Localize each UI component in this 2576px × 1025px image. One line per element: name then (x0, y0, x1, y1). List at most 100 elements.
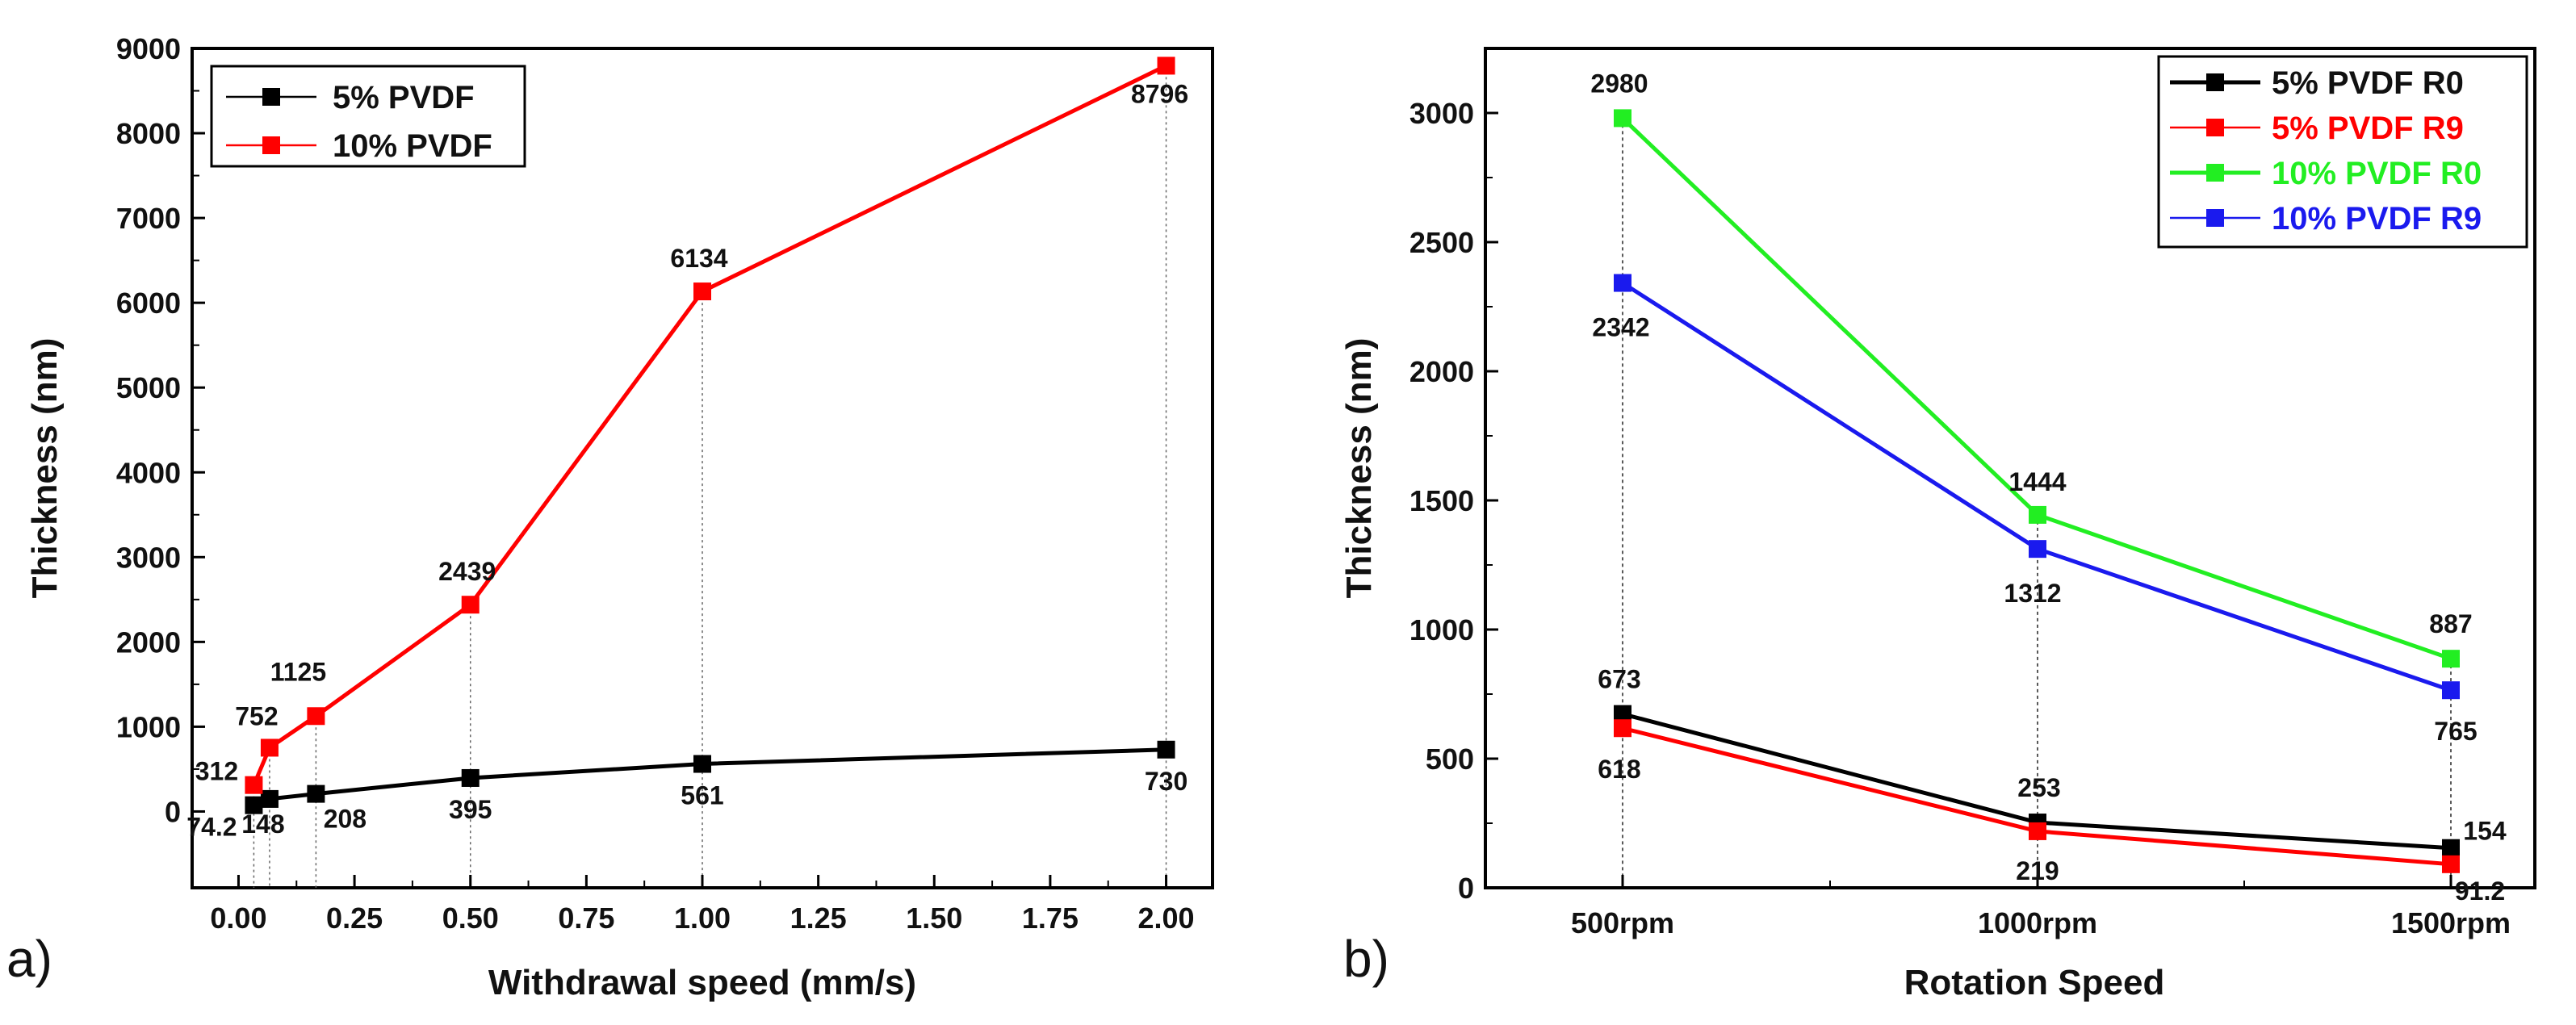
x-tick-label-a-0: 0.00 (210, 902, 266, 935)
marker-a-10-pvdf-5 (1157, 56, 1175, 75)
data-label-a-5-pvdf-2: 208 (324, 805, 367, 834)
x-tick-label-b-2: 1500rpm (2391, 906, 2511, 939)
legend-marker-a-10-pvdf (262, 136, 280, 154)
data-label-a-5-pvdf-3: 395 (449, 795, 492, 824)
data-label-b-10-pvdf-r9-2: 765 (2434, 717, 2477, 746)
panel-a: 0.00 0.25 0.50 0.75 1.00 1.25 1.50 1.75 2.00 0 100… (6, 32, 1214, 1002)
marker-a-10-pvdf-2 (307, 707, 325, 726)
marker-a-5-pvdf-5 (1157, 740, 1175, 759)
x-tick-label-b-0: 500rpm (1571, 906, 1674, 939)
y-tick-label-b-0: 0 (1458, 872, 1474, 905)
y-tick-label-a-5: 5000 (116, 371, 181, 404)
y-tick-label-a-6: 6000 (116, 287, 181, 320)
y-tick-label-a-3: 3000 (116, 541, 181, 574)
legend-marker-b-10-pvdf-r0 (2206, 164, 2224, 182)
data-label-a-10-pvdf-5: 8796 (1131, 79, 1188, 108)
legend-label-a-5-pvdf: 5% PVDF (333, 80, 475, 115)
marker-b-5-pvdf-r9-0 (1614, 719, 1631, 738)
x-tick-label-a-5: 1.25 (790, 902, 847, 935)
y-tick-label-b-1: 500 (1426, 743, 1474, 776)
data-label-a-10-pvdf-1: 752 (235, 701, 278, 730)
x-axis-label-a: Withdrawal speed (mm/s) (488, 963, 916, 1002)
plot-frame-b (1484, 47, 2536, 889)
series-line-a-10-pvdf (252, 64, 1167, 786)
data-label-b-5-pvdf-r9-2: 91.2 (2455, 876, 2505, 906)
data-label-a-5-pvdf-0: 74.2 (186, 813, 237, 842)
marker-a-10-pvdf-3 (461, 596, 480, 614)
marker-a-10-pvdf-0 (245, 776, 263, 794)
marker-b-5-pvdf-r9-1 (2029, 822, 2046, 840)
panel-label-a: a) (6, 930, 52, 988)
x-axis-label-b: Rotation Speed (1904, 963, 2165, 1002)
legend-label-a-10-pvdf: 10% PVDF (333, 128, 492, 164)
markers-b (1614, 109, 2460, 873)
x-tick-label-a-7: 1.75 (1022, 902, 1079, 935)
x-tick-label-b-1: 1000rpm (1978, 906, 2097, 939)
data-label-b-5-pvdf-r9-1: 219 (2016, 856, 2059, 885)
y-tick-label-b-5: 2500 (1409, 226, 1474, 259)
marker-a-10-pvdf-4 (693, 282, 711, 301)
marker-b-10-pvdf-r0-1 (2029, 505, 2046, 524)
legend-marker-a-5-pvdf (262, 88, 280, 106)
data-label-a-10-pvdf-4: 6134 (670, 244, 727, 273)
axis-ticks-b: 500rpm 1000rpm 1500rpm 0 500 1000 1500 2000 2500… (1409, 48, 2511, 939)
data-label-b-5-pvdf-r0-2: 154 (2463, 817, 2507, 846)
data-label-b-10-pvdf-r0-1: 1444 (2008, 467, 2066, 496)
legend-label-b-5-pvdf-r0: 5% PVDF R0 (2272, 65, 2464, 101)
x-tick-label-a-1: 0.25 (326, 902, 383, 935)
marker-a-5-pvdf-4 (693, 755, 711, 773)
marker-b-5-pvdf-r9-2 (2442, 855, 2460, 873)
y-tick-label-a-1: 1000 (116, 710, 181, 743)
legend-b: 5% PVDF R0 5% PVDF R9 10% PVDF R0 10% PVDF … (2157, 55, 2528, 249)
panel-b: 500rpm 1000rpm 1500rpm 0 500 1000 1500 2000 2500… (1339, 47, 2536, 1002)
legend-marker-b-10-pvdf-r9 (2206, 209, 2224, 227)
data-label-a-5-pvdf-1: 148 (241, 810, 284, 839)
legend-label-b-10-pvdf-r9: 10% PVDF R9 (2272, 201, 2482, 236)
marker-a-5-pvdf-3 (461, 768, 480, 787)
marker-a-10-pvdf-1 (260, 738, 279, 757)
x-tick-label-a-3: 0.75 (558, 902, 614, 935)
y-axis-label-a: Thickness (nm) (25, 338, 65, 599)
data-label-b-10-pvdf-r9-0: 2342 (1592, 313, 1649, 342)
legend-label-b-10-pvdf-r0: 10% PVDF R0 (2272, 156, 2482, 191)
legend-marker-b-5-pvdf-r0 (2206, 73, 2224, 91)
marker-b-10-pvdf-r0-2 (2442, 650, 2460, 668)
data-label-a-10-pvdf-3: 2439 (438, 557, 496, 586)
y-tick-label-a-4: 4000 (116, 456, 181, 489)
y-tick-label-b-2: 1000 (1409, 613, 1474, 646)
data-label-b-10-pvdf-r9-1: 1312 (2004, 579, 2061, 608)
y-tick-label-a-0: 0 (165, 795, 181, 828)
y-tick-label-a-7: 7000 (116, 202, 181, 235)
legend-a: 5% PVDF 10% PVDF (210, 65, 526, 168)
data-label-b-5-pvdf-r9-0: 618 (1598, 755, 1640, 784)
legend-marker-b-5-pvdf-r9 (2206, 119, 2224, 136)
data-labels-a: 74.2 148 208 395 561 730 312 752 1125 2439 6134 879… (186, 79, 1188, 841)
data-label-b-5-pvdf-r0-1: 253 (2017, 773, 2060, 802)
marker-b-5-pvdf-r0-0 (1614, 705, 1631, 723)
data-label-b-5-pvdf-r0-0: 673 (1598, 665, 1640, 694)
y-tick-label-b-6: 3000 (1409, 97, 1474, 130)
marker-b-10-pvdf-r9-0 (1614, 274, 1631, 292)
panel-label-b: b) (1343, 930, 1389, 988)
y-axis-label-b: Thickness (nm) (1339, 338, 1379, 599)
marker-a-5-pvdf-0 (245, 796, 263, 814)
marker-b-10-pvdf-r9-2 (2442, 681, 2460, 700)
y-tick-label-b-4: 2000 (1409, 355, 1474, 388)
data-label-b-10-pvdf-r0-0: 2980 (1590, 69, 1648, 98)
x-tick-label-a-6: 1.50 (906, 902, 962, 935)
markers-a (245, 56, 1175, 814)
y-tick-label-b-3: 1500 (1409, 484, 1474, 517)
marker-a-5-pvdf-1 (260, 789, 279, 808)
axis-ticks-a: 0.00 0.25 0.50 0.75 1.00 1.25 1.50 1.75 2.00 0 100… (116, 32, 1195, 935)
data-labels-b: 673 253 154 618 219 91.2 2980 1444 887 2342 1312 76… (1590, 69, 2506, 905)
marker-b-5-pvdf-r0-2 (2442, 839, 2460, 857)
series-lines-a (252, 64, 1167, 807)
legend-label-b-5-pvdf-r9: 5% PVDF R9 (2272, 111, 2464, 146)
x-tick-label-a-8: 2.00 (1138, 902, 1195, 935)
marker-b-10-pvdf-r0-0 (1614, 109, 1631, 128)
marker-b-10-pvdf-r9-1 (2029, 540, 2046, 559)
data-label-a-5-pvdf-4: 561 (681, 781, 723, 810)
data-label-b-10-pvdf-r0-2: 887 (2429, 609, 2472, 638)
